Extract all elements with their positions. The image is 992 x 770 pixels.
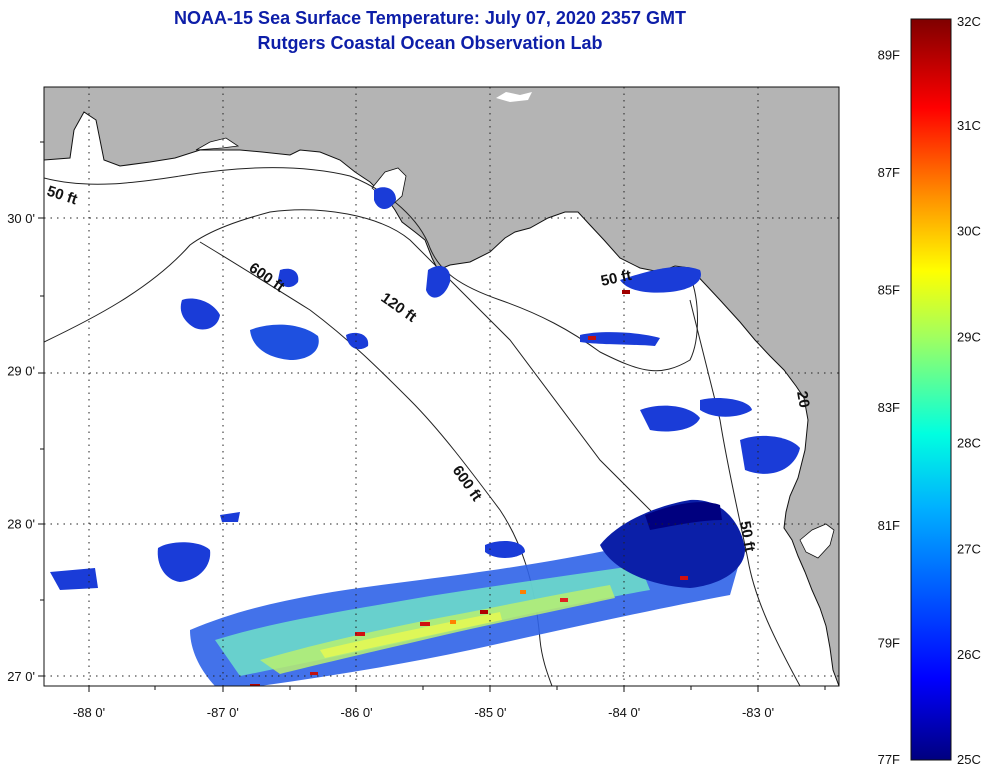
colorbar-fahrenheit-label: 77F	[878, 752, 900, 767]
latitude-tick-label: 27 0'	[7, 669, 35, 684]
contour-label-50ft-north: 50 ft	[599, 267, 633, 290]
colorbar-celsius-labels: 32C 31C 30C 29C 28C 27C 26C 25C	[957, 14, 981, 767]
colorbar-fahrenheit-label: 81F	[878, 518, 900, 533]
map-frame	[43, 86, 840, 687]
latitude-tick-label: 30 0'	[7, 211, 35, 226]
contour-label-50ft-east: 50 ft	[736, 520, 758, 553]
longitude-labels: -88 0' -87 0' -86 0' -85 0' -84 0' -83 0'	[73, 705, 774, 720]
graticule	[44, 87, 839, 686]
latitude-tick-label: 29 0'	[7, 364, 35, 379]
colorbar-fahrenheit-label: 89F	[878, 47, 900, 62]
longitude-tick-label: -85 0'	[474, 705, 506, 720]
colorbar-fahrenheit-labels: 89F 87F 85F 83F 81F 79F 77F	[878, 47, 900, 767]
colorbar-fahrenheit-label: 79F	[878, 635, 900, 650]
colorbar-fahrenheit-label: 83F	[878, 400, 900, 415]
colorbar-celsius-label: 26C	[957, 647, 981, 662]
longitude-tick-label: -86 0'	[341, 705, 373, 720]
longitude-tick-label: -83 0'	[742, 705, 774, 720]
colorbar-celsius-label: 27C	[957, 541, 981, 556]
colorbar-fahrenheit-label: 87F	[878, 165, 900, 180]
colorbar-celsius-label: 25C	[957, 752, 981, 767]
colorbar-celsius-label: 28C	[957, 435, 981, 450]
axis-ticks	[38, 141, 826, 692]
latitude-tick-label: 28 0'	[7, 516, 35, 531]
colorbar: 32C 31C 30C 29C 28C 27C 26C 25C 89F 87F 85F 83F 81F…	[878, 14, 981, 767]
colorbar-celsius-label: 29C	[957, 330, 981, 345]
latitude-labels: 30 0' 29 0' 28 0' 27 0'	[7, 211, 35, 684]
map-subtitle: Rutgers Coastal Ocean Observation Lab	[257, 33, 603, 53]
contour-label-20: 20	[793, 390, 813, 409]
colorbar-celsius-label: 31C	[957, 118, 981, 133]
sst-swath	[50, 187, 800, 686]
map-panel: 50 ft 600 ft 120 ft 50 ft 600 ft 50 ft 2…	[44, 87, 839, 686]
longitude-tick-label: -84 0'	[608, 705, 640, 720]
colorbar-celsius-label: 32C	[957, 14, 981, 29]
colorbar-gradient	[910, 18, 952, 761]
map-title: NOAA-15 Sea Surface Temperature: July 07…	[174, 8, 686, 28]
longitude-tick-label: -88 0'	[73, 705, 105, 720]
longitude-tick-label: -87 0'	[207, 705, 239, 720]
colorbar-celsius-label: 30C	[957, 224, 981, 239]
colorbar-fahrenheit-label: 85F	[878, 283, 900, 298]
